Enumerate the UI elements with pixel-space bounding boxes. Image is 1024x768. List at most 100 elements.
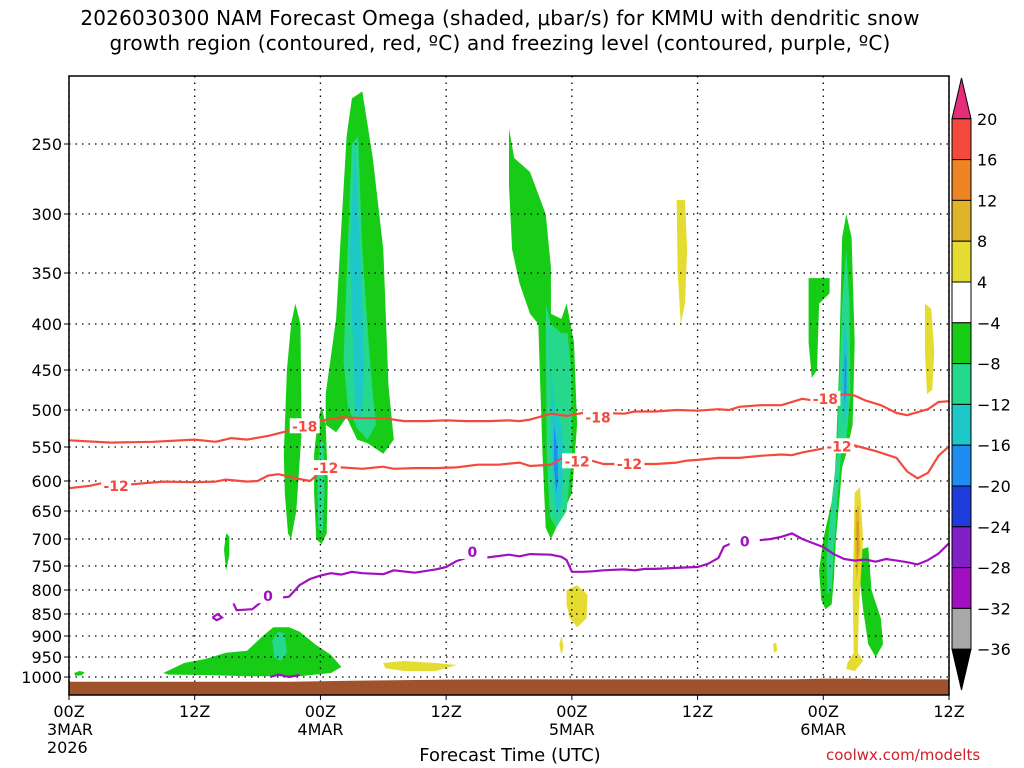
omega-low-level-green bbox=[163, 627, 342, 677]
omega-pos-yellow-6 bbox=[773, 642, 778, 653]
omega-right-blue bbox=[844, 351, 847, 402]
dgz-minus-18-label-bg bbox=[289, 418, 320, 434]
y-tick-label-750: 750 bbox=[31, 557, 62, 576]
y-tick-label-650: 650 bbox=[31, 502, 62, 521]
omega-mid-blue bbox=[554, 424, 559, 493]
colorbar-bin-11 bbox=[951, 526, 972, 569]
colorbar-bin-3 bbox=[951, 199, 972, 242]
colorbar-label-0: 20 bbox=[977, 110, 997, 129]
colorbar-bin-14 bbox=[951, 648, 972, 691]
y-tick-label-450: 450 bbox=[31, 361, 62, 380]
omega-left-small bbox=[74, 671, 85, 676]
x-tick-label-0-3: 2026 bbox=[47, 738, 88, 757]
x-tick-label-72-2: 6MAR bbox=[800, 720, 846, 739]
omega-shading-layer bbox=[74, 91, 935, 677]
site-credit: coolwx.com/modelts bbox=[826, 746, 981, 764]
colorbar-label-13: −36 bbox=[977, 640, 1011, 659]
dgz-minus-12-label-bg bbox=[614, 456, 645, 471]
omega-pos-yellow-3 bbox=[566, 585, 588, 628]
x-tick-label-0-1: 00Z bbox=[53, 702, 84, 721]
colorbar-label-3: 8 bbox=[977, 232, 987, 251]
x-tick-label-12-1: 12Z bbox=[179, 702, 210, 721]
omega-colorbar: 20 16 12 8 4 −4 −8 −12 −16 −20 −24 −28 −32 −36 bbox=[951, 77, 1011, 691]
y-tick-label-250: 250 bbox=[31, 135, 62, 154]
x-tick-label-0-2: 3MAR bbox=[47, 720, 93, 739]
x-tick-label-48-1: 00Z bbox=[556, 702, 587, 721]
colorbar-label-4: 4 bbox=[977, 273, 987, 292]
dgz-minus-12-line bbox=[68, 444, 950, 490]
y-tick-label-800: 800 bbox=[31, 581, 62, 600]
colorbar-bin-0 bbox=[951, 77, 972, 120]
colorbar-bin-9 bbox=[951, 444, 972, 487]
omega-upper-cyan-1 bbox=[349, 144, 365, 418]
colorbar-bin-6 bbox=[951, 322, 972, 365]
dgz-minus-12-label: -12 bbox=[826, 439, 851, 455]
omega-pos-red-core bbox=[856, 521, 859, 561]
freezing-level-line bbox=[232, 532, 950, 612]
colorbar-label-8: −16 bbox=[977, 436, 1011, 455]
colorbar-label-12: −32 bbox=[977, 599, 1011, 618]
freezing-level-label: 0 bbox=[740, 535, 750, 551]
x-tick-label-72-1: 00Z bbox=[808, 702, 839, 721]
omega-pos-yellow-5 bbox=[559, 636, 564, 655]
dgz-minus-12-label-bg bbox=[101, 477, 132, 493]
y-tick-label-850: 850 bbox=[31, 605, 62, 624]
y-tick-label-600: 600 bbox=[31, 472, 62, 491]
dgz-minus-18-label: -18 bbox=[813, 392, 838, 408]
colorbar-label-6: −8 bbox=[977, 355, 1001, 374]
y-tick-label-550: 550 bbox=[31, 438, 62, 457]
plot-frame bbox=[68, 75, 950, 696]
dgz-minus-18-label: -18 bbox=[585, 410, 610, 426]
x-tick-label-36-1: 12Z bbox=[430, 702, 461, 721]
omega-right-teal bbox=[826, 249, 851, 595]
terrain-layer bbox=[69, 678, 949, 695]
omega-pos-yellow-2 bbox=[924, 303, 935, 394]
omega-low-level-teal bbox=[272, 631, 287, 661]
dgz-minus-12-label-bg bbox=[562, 453, 593, 469]
axes: 250 300 350 400 450 500 550 600 650 700 750 800 850 9… bbox=[21, 75, 965, 757]
colorbar-bin-13 bbox=[951, 607, 972, 650]
colorbar-bin-12 bbox=[951, 567, 972, 609]
freezing-level-label-bg bbox=[729, 533, 760, 549]
y-tick-label-950: 950 bbox=[31, 648, 62, 667]
omega-right-lower-green bbox=[860, 547, 883, 657]
colorbar-bin-1 bbox=[951, 118, 972, 161]
dgz-minus-12-label: -12 bbox=[564, 454, 589, 470]
colorbar-bin-10 bbox=[951, 485, 972, 528]
dgz-minus-12-label-bg bbox=[824, 438, 854, 454]
x-tick-label-60-1: 12Z bbox=[682, 702, 713, 721]
y-tick-label-500: 500 bbox=[31, 401, 62, 420]
terrain-fill bbox=[69, 678, 949, 695]
colorbar-bin-2 bbox=[951, 159, 972, 201]
colorbar-bin-7 bbox=[951, 363, 972, 405]
chart-title-line2: growth region (contoured, red, ºC) and f… bbox=[109, 31, 891, 55]
dgz-minus-12-label: -12 bbox=[103, 479, 128, 495]
freezing-level-label: 0 bbox=[263, 589, 273, 605]
x-tick-label-24-1: 00Z bbox=[305, 702, 336, 721]
freezing-level-label-bg bbox=[457, 543, 488, 559]
colorbar-label-5: −4 bbox=[977, 314, 1001, 333]
contour-layer: -18 -18 -18 -12 -12 -12 -12 -12 0 0 0 bbox=[68, 390, 950, 679]
y-tick-label-400: 400 bbox=[31, 315, 62, 334]
omega-right-green-upper bbox=[808, 278, 830, 378]
dgz-minus-12-label: -12 bbox=[617, 457, 642, 473]
omega-pos-yellow-7 bbox=[846, 487, 864, 671]
y-tick-label-350: 350 bbox=[31, 264, 62, 283]
omega-pos-yellow-1 bbox=[676, 200, 688, 324]
y-tick-label-700: 700 bbox=[31, 530, 62, 549]
omega-mid-cyan bbox=[550, 370, 564, 517]
freezing-level-label: 0 bbox=[467, 545, 477, 561]
dgz-minus-12-label-bg bbox=[310, 460, 341, 476]
chart-title-line1: 2026030300 NAM Forecast Omega (shaded, μ… bbox=[80, 6, 920, 30]
colorbar-bin-4 bbox=[951, 240, 972, 283]
freezing-level-label-bg bbox=[253, 588, 284, 604]
freezing-level-left-loop bbox=[211, 612, 224, 622]
colorbar-label-11: −28 bbox=[977, 559, 1011, 578]
x-tick-label-84-1: 12Z bbox=[933, 702, 964, 721]
colorbar-bin-5 bbox=[951, 281, 972, 324]
x-axis-label: Forecast Time (UTC) bbox=[419, 745, 601, 766]
colorbar-label-10: −24 bbox=[977, 518, 1011, 537]
colorbar-label-7: −12 bbox=[977, 395, 1011, 414]
colorbar-label-2: 12 bbox=[977, 191, 997, 210]
